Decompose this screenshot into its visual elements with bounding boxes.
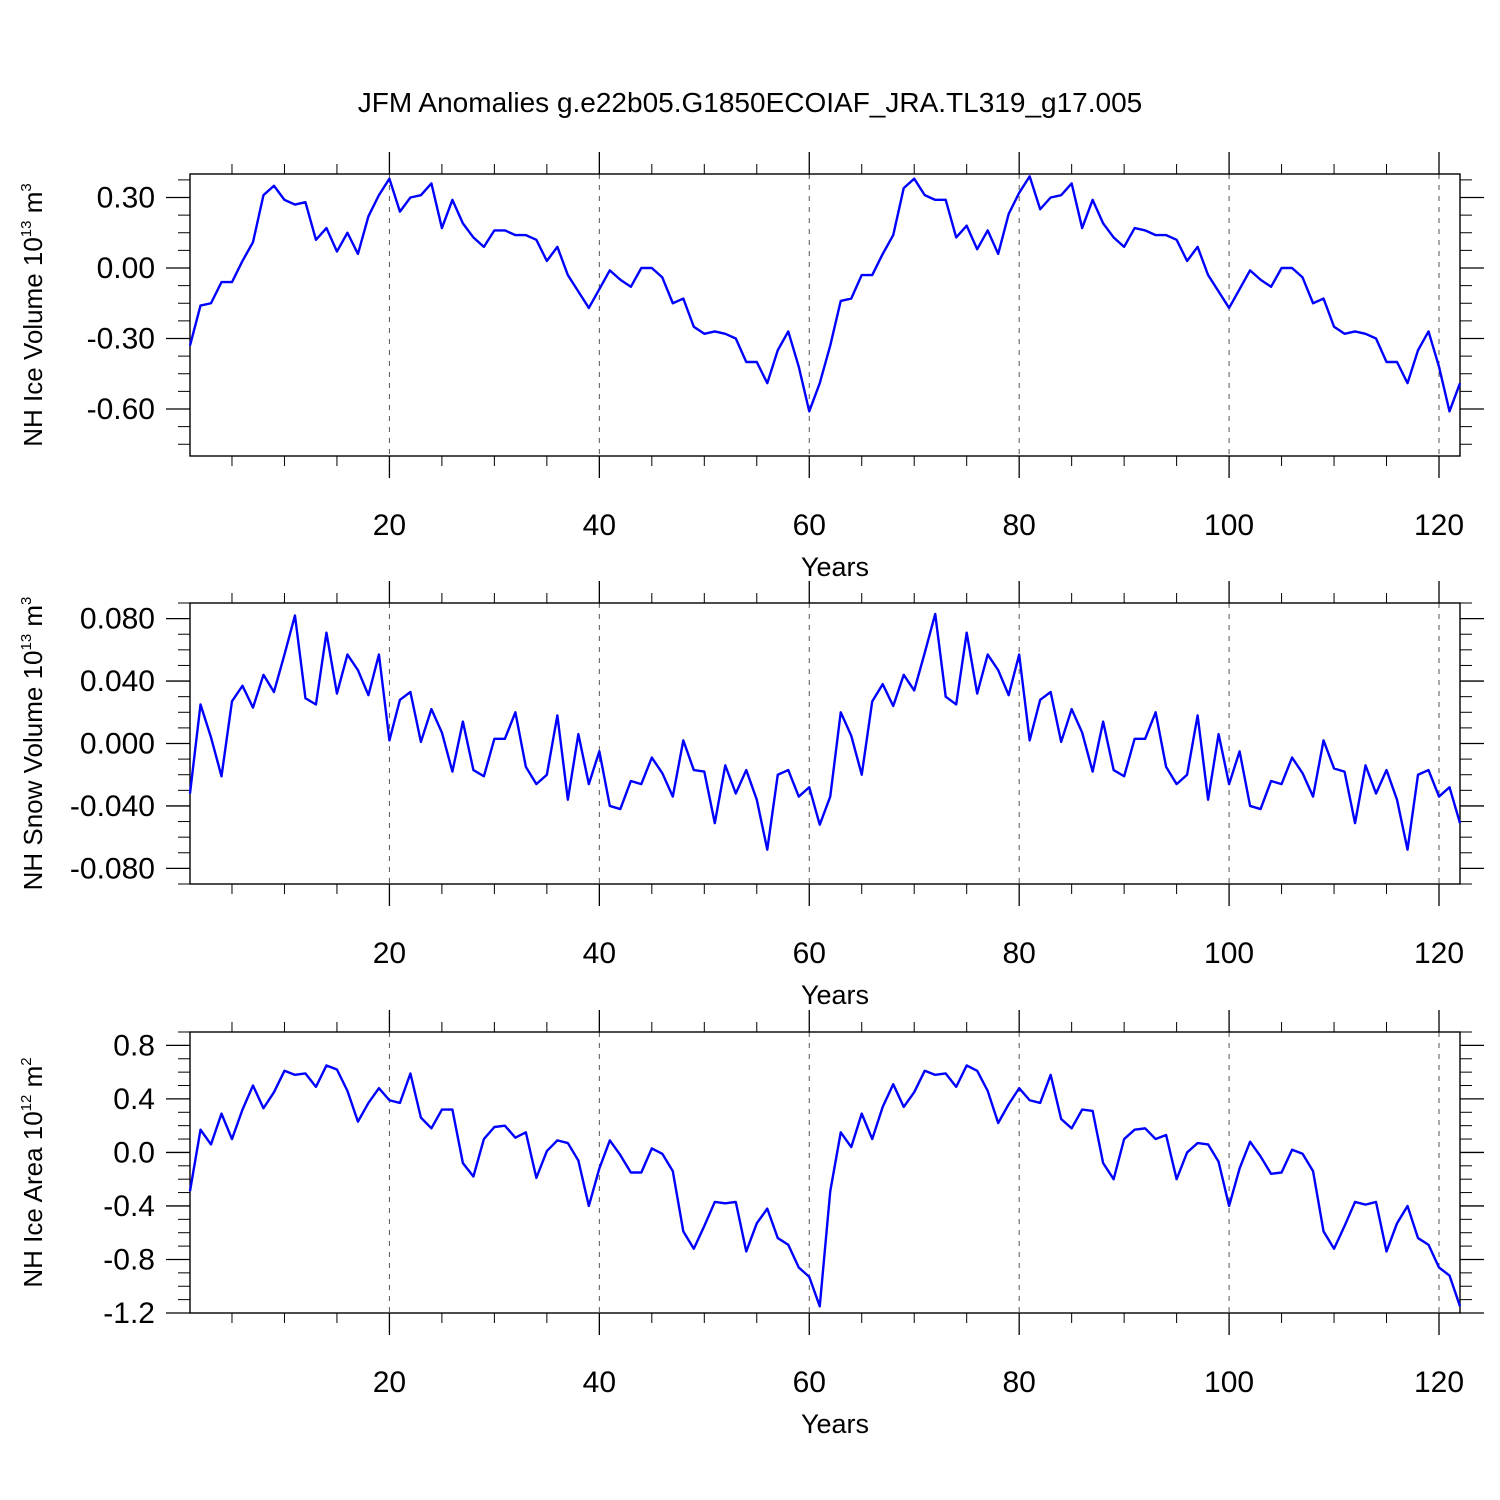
y-tick-label: -0.30	[87, 323, 155, 356]
y-axis-label-unit: m	[18, 1066, 48, 1095]
series-line	[188, 1064, 1462, 1308]
series-line	[188, 175, 1462, 413]
y-tick-label: 0.0	[113, 1136, 155, 1169]
panel-ice-volume: 20 40 60 80 100 120 -0.60 -0.30 0.00 0.30 Years NH …	[18, 152, 1484, 582]
x-tick-label: 100	[1204, 937, 1254, 970]
x-tick-label: 120	[1414, 937, 1464, 970]
plot-frame	[189, 173, 1461, 457]
x-tick-label: 40	[583, 509, 616, 542]
x-tick-label: 120	[1414, 1366, 1464, 1399]
y-tick-label: 0.080	[80, 603, 155, 636]
y-axis-label-unit-exponent: 2	[18, 1057, 35, 1065]
x-tick-label: 80	[1002, 937, 1035, 970]
y-tick-label: -0.60	[87, 393, 155, 426]
x-tick-label: 120	[1414, 509, 1464, 542]
x-tick-label: 60	[793, 937, 826, 970]
y-axis-label-main: NH Snow Volume 10	[18, 651, 48, 891]
y-axis-label: NH Ice Area 1012 m2	[18, 1057, 48, 1287]
x-tick-label: 60	[793, 509, 826, 542]
y-axis-label: NH Ice Volume 1013 m3	[18, 183, 48, 446]
y-axis-label-main: NH Ice Area 10	[18, 1111, 48, 1287]
panels: 20 40 60 80 100 120 -0.60 -0.30 0.00 0.30 Years NH …	[18, 152, 1484, 1439]
x-axis-label: Years	[801, 1409, 869, 1439]
y-axis-label-exponent: 13	[18, 220, 35, 237]
y-tick-label: -0.080	[70, 852, 155, 885]
y-tick-label: 0.00	[97, 252, 155, 285]
y-tick-label: 0.30	[97, 182, 155, 215]
y-axis-label-unit-exponent: 3	[18, 183, 35, 191]
y-tick-label: -0.4	[103, 1190, 155, 1223]
y-axis-label: NH Snow Volume 1013 m3	[18, 597, 48, 891]
y-axis-label-exponent: 12	[18, 1095, 35, 1112]
y-tick-label: 0.040	[80, 665, 155, 698]
x-tick-label: 20	[373, 1366, 406, 1399]
x-tick-label: 80	[1002, 1366, 1035, 1399]
y-tick-label: 0.4	[113, 1083, 155, 1116]
y-axis-label-main: NH Ice Volume 10	[18, 237, 48, 447]
panel-snow-volume: 20 40 60 80 100 120 -0.080 -0.040 0.000 0.040 0.08…	[18, 581, 1484, 1010]
figure-title: JFM Anomalies g.e22b05.G1850ECOIAF_JRA.T…	[358, 87, 1142, 118]
x-tick-label: 60	[793, 1366, 826, 1399]
y-axis-label-exponent: 13	[18, 634, 35, 651]
plot-frame	[189, 1031, 1461, 1314]
x-tick-label: 100	[1204, 509, 1254, 542]
series-line	[188, 612, 1462, 851]
x-tick-label: 80	[1002, 509, 1035, 542]
y-tick-label: -0.8	[103, 1243, 155, 1276]
y-tick-label: 0.000	[80, 728, 155, 761]
plot-frame	[189, 602, 1461, 885]
y-tick-label: -0.040	[70, 790, 155, 823]
y-axis-label-unit: m	[18, 605, 48, 634]
y-axis-label-unit: m	[18, 192, 48, 221]
x-axis-label: Years	[801, 980, 869, 1010]
x-tick-label: 40	[583, 937, 616, 970]
x-tick-label: 20	[373, 937, 406, 970]
x-tick-label: 40	[583, 1366, 616, 1399]
x-tick-label: 100	[1204, 1366, 1254, 1399]
y-tick-label: 0.8	[113, 1029, 155, 1062]
x-axis-label: Years	[801, 552, 869, 582]
y-tick-label: -1.2	[103, 1297, 155, 1330]
y-axis-label-unit-exponent: 3	[18, 597, 35, 605]
panel-ice-area: 20 40 60 80 100 120 -1.2 -0.8 -0.4 0.0 0.4 0.8 Years…	[18, 1010, 1484, 1439]
x-tick-label: 20	[373, 509, 406, 542]
